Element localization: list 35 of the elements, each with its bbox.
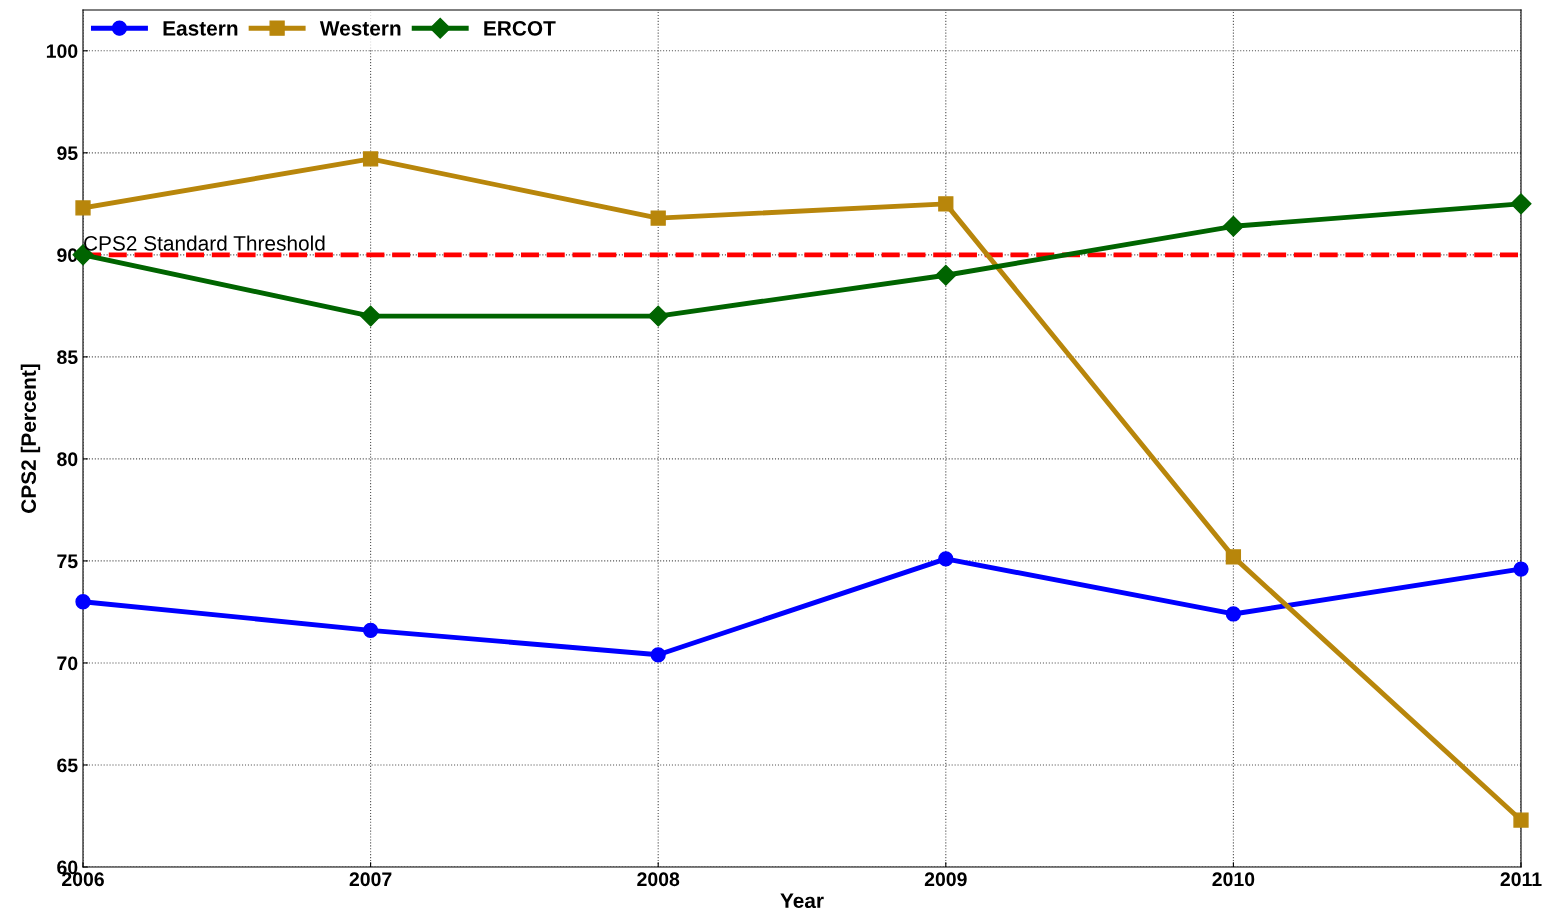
legend-label: ERCOT: [484, 20, 556, 36]
y-tick-label: 65: [57, 758, 78, 773]
y-tick-label: 95: [57, 146, 78, 161]
y-tick-label: 70: [57, 656, 78, 671]
point: [75, 594, 91, 610]
point: [1225, 606, 1242, 622]
point: [360, 305, 382, 327]
point: [938, 551, 954, 567]
x-tick-label: 2007: [349, 872, 392, 887]
point: [362, 151, 379, 167]
point: [1513, 561, 1529, 577]
point: [1222, 215, 1244, 237]
point: [1510, 193, 1532, 215]
x-tick-label: 2009: [924, 872, 967, 887]
x-tick-label: 2010: [1212, 872, 1255, 887]
point: [1513, 812, 1529, 828]
legend-label: Western: [319, 21, 401, 36]
legend-label: Eastern: [163, 21, 238, 36]
y-tick-label: 100: [46, 44, 78, 59]
ref-line-label: CPS2 Standard Threshold: [84, 235, 325, 251]
point: [75, 200, 91, 216]
y-tick-label: 80: [57, 452, 78, 467]
x-axis-title: Year: [780, 893, 824, 909]
point: [362, 622, 379, 638]
point: [647, 305, 669, 327]
y-axis-title: CPS2 [Percent]: [20, 364, 41, 513]
x-tick-label: 2011: [1500, 872, 1542, 887]
point: [650, 647, 666, 663]
point: [1225, 549, 1242, 565]
point: [935, 264, 957, 286]
point: [938, 196, 954, 212]
point: [650, 210, 666, 226]
x-tick-label: 2008: [637, 872, 680, 887]
y-tick-label: 85: [57, 350, 78, 365]
y-tick-label: 75: [57, 554, 78, 569]
